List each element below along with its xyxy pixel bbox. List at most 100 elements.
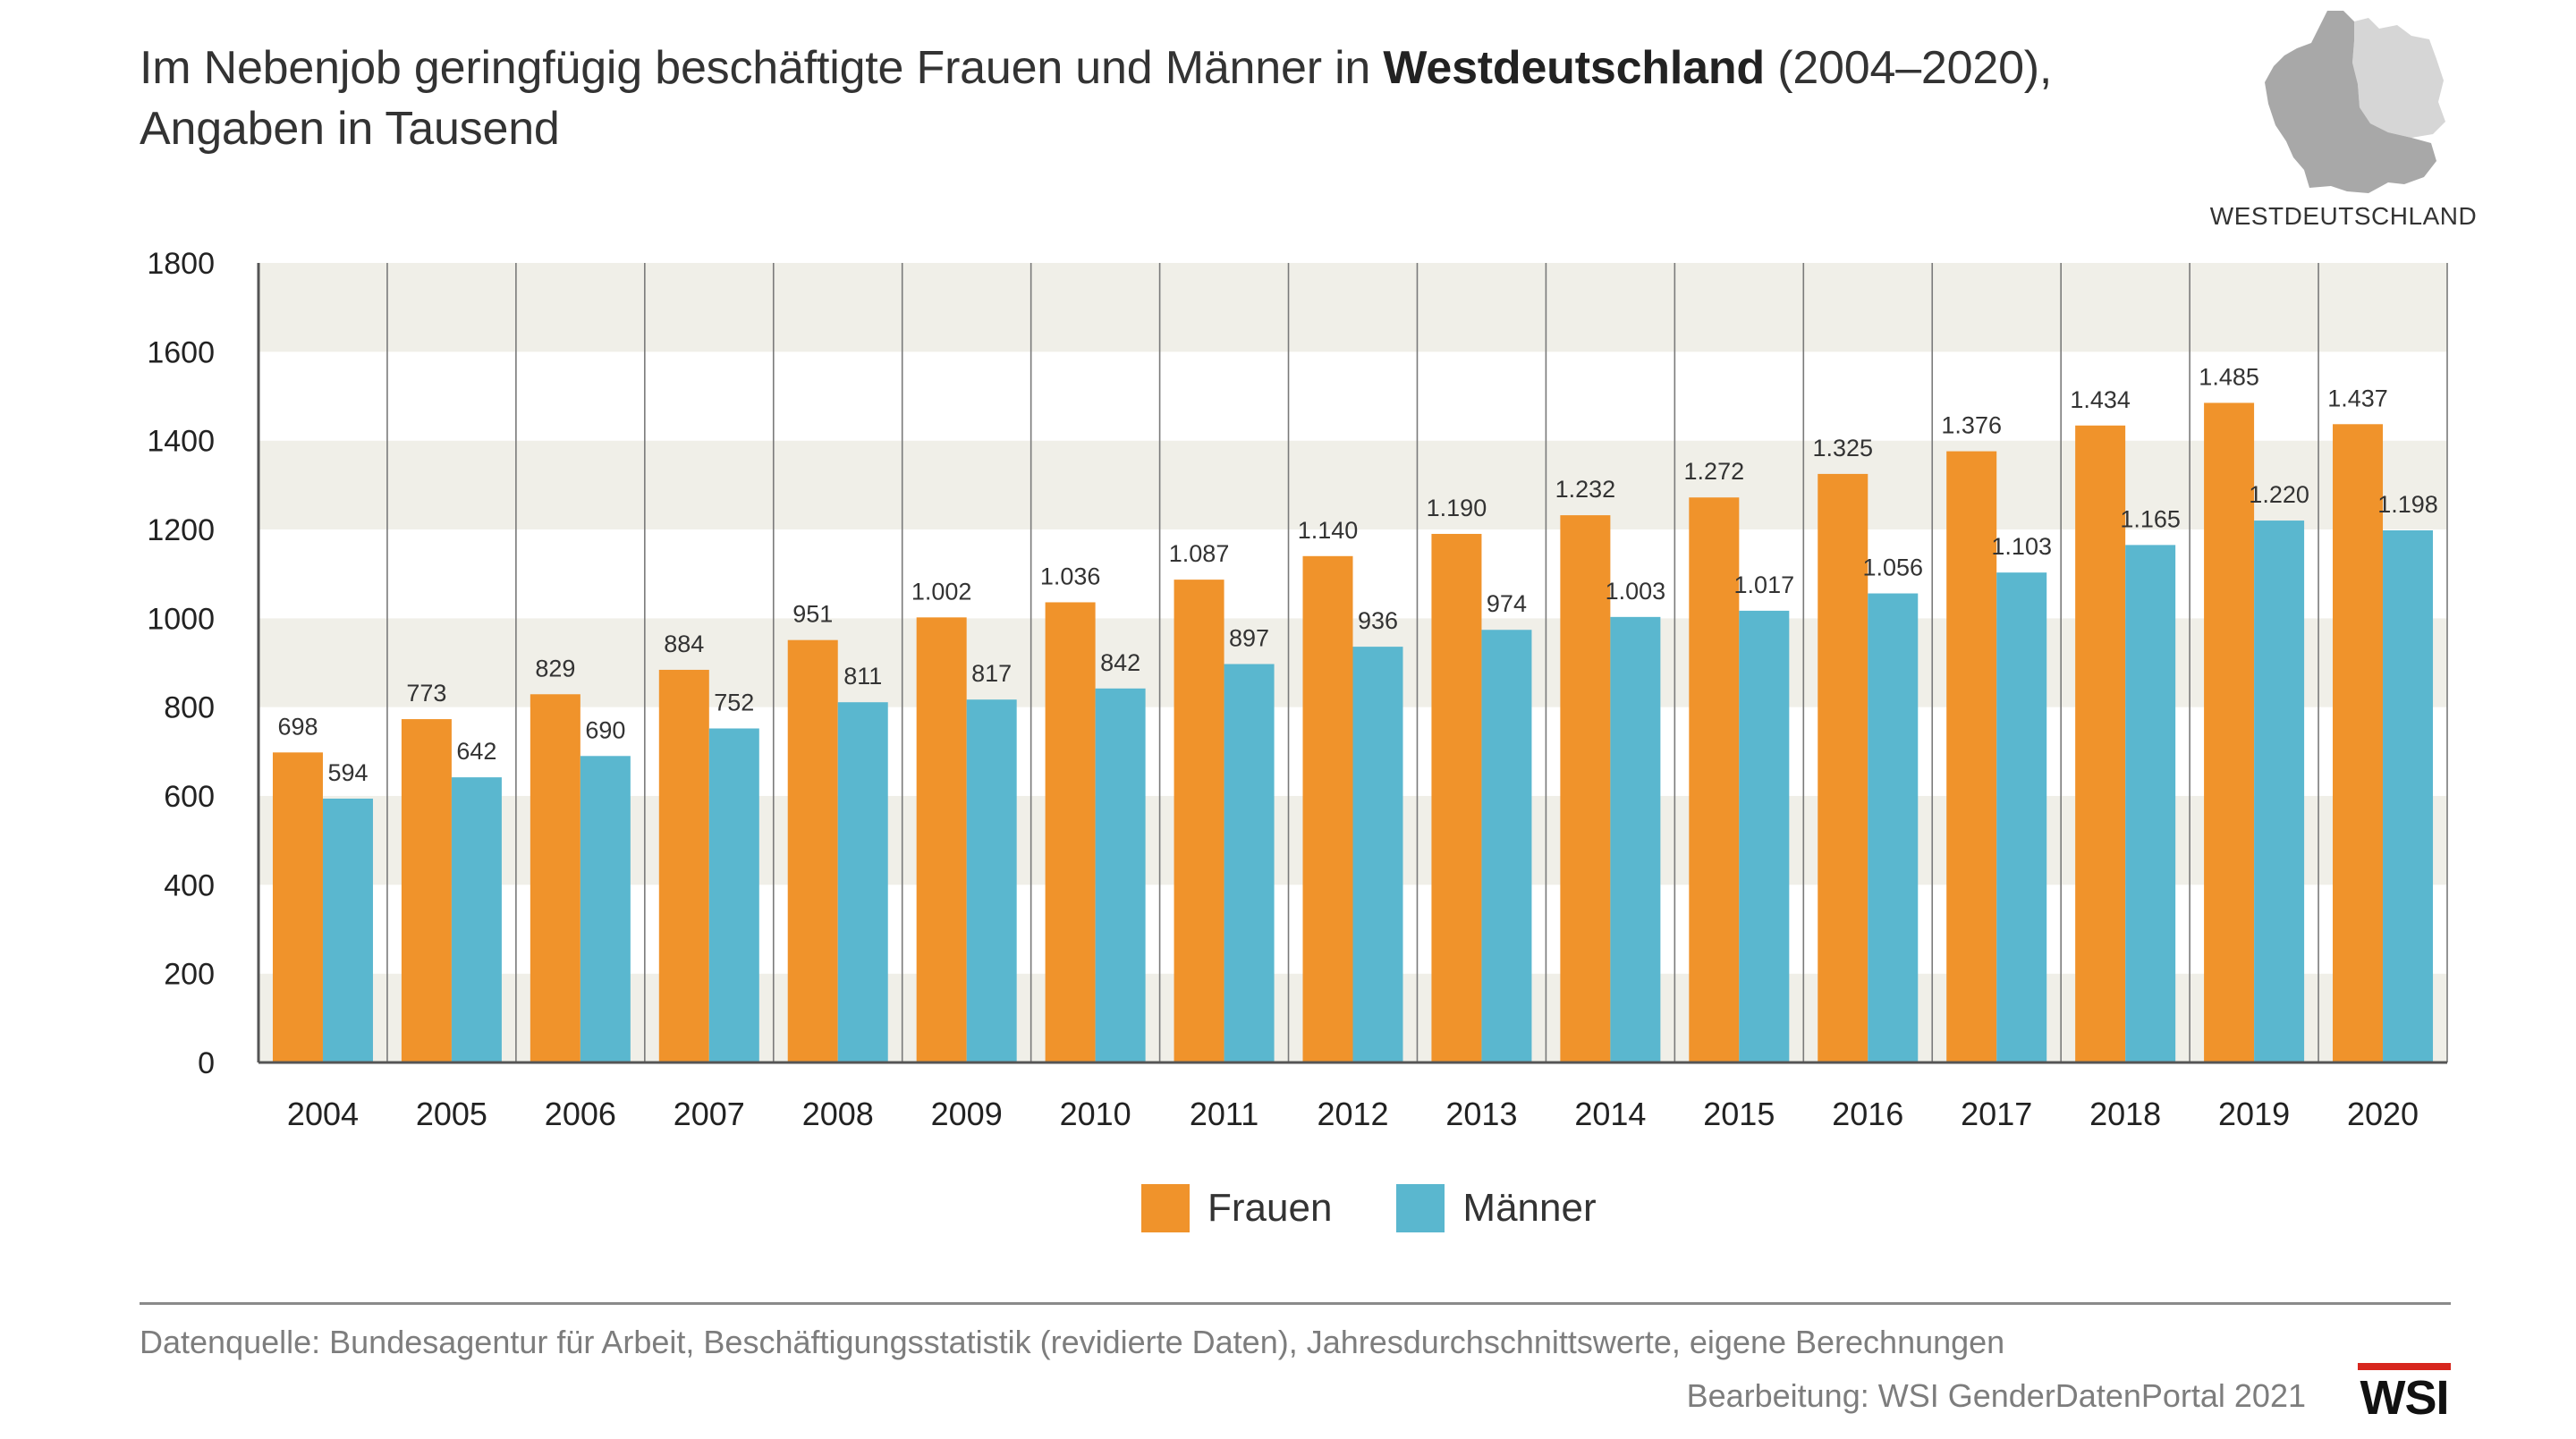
bar-maenner (1224, 664, 1275, 1062)
bar-frauen (1689, 497, 1740, 1062)
chart-title: Im Nebenjob geringfügig beschäftigte Fra… (140, 38, 2052, 159)
bar-frauen (1560, 515, 1611, 1062)
x-tick-label: 2009 (931, 1096, 1003, 1132)
value-label-maenner: 897 (1229, 624, 1269, 651)
value-label-frauen: 1.325 (1812, 435, 1873, 461)
bar-maenner (1481, 630, 1532, 1062)
value-label-maenner: 811 (843, 663, 882, 690)
value-label-frauen: 1.232 (1555, 476, 1616, 503)
x-tick-label: 2006 (545, 1096, 616, 1132)
value-label-maenner: 817 (971, 660, 1012, 687)
bar-maenner (1352, 647, 1403, 1062)
value-label-frauen: 1.140 (1298, 517, 1359, 544)
value-label-frauen: 698 (277, 713, 318, 740)
bar-maenner (2383, 529, 2434, 1062)
x-tick-label: 2017 (1961, 1096, 2032, 1132)
y-tick-label: 800 (164, 691, 215, 725)
x-tick-label: 2014 (1574, 1096, 1646, 1132)
bar-maenner (708, 728, 759, 1062)
x-tick-labels: 2004 2005 2006 2007 2008 2009 2010 2011 2012 2013… (287, 1096, 2419, 1132)
value-label-maenner: 752 (714, 690, 754, 716)
value-label-frauen: 951 (792, 601, 833, 628)
x-tick-label: 2004 (287, 1096, 359, 1132)
x-tick-label: 2010 (1060, 1096, 1131, 1132)
bar-frauen (1302, 555, 1353, 1062)
value-label-maenner: 1.165 (2120, 505, 2181, 532)
bar-maenner (1739, 610, 1790, 1062)
value-label-frauen: 1.376 (1941, 412, 2002, 439)
region-label: WESTDEUTSCHLAND (2209, 202, 2478, 230)
bar-maenner (1996, 572, 2047, 1062)
wsi-logo-bar (2358, 1363, 2451, 1370)
bar-frauen (2075, 425, 2126, 1062)
germany-map-icon (2265, 11, 2445, 193)
value-labels-group: 698 773 829 884 951 1.002 1.036 1.087 1.140 1.190… (277, 363, 2437, 786)
title-text-pre: Im Nebenjob geringfügig beschäftigte Fra… (140, 42, 1384, 94)
bar-frauen (1946, 451, 1997, 1062)
legend-item-frauen: Frauen (1141, 1184, 1332, 1232)
wsi-logo: WSI (2358, 1363, 2451, 1424)
bars-group (272, 402, 2434, 1062)
legend-item-maenner: Männer (1396, 1184, 1597, 1232)
value-label-frauen: 1.434 (2070, 386, 2131, 413)
value-label-frauen: 1.437 (2327, 385, 2388, 411)
bar-maenner (966, 699, 1017, 1062)
x-tick-label: 2007 (674, 1096, 745, 1132)
title-line-2: Angaben in Tausend (140, 103, 560, 155)
y-tick-label: 1800 (147, 247, 215, 281)
bar-frauen (1174, 580, 1224, 1062)
grid-band (258, 263, 2447, 352)
legend-swatch-frauen (1141, 1184, 1190, 1232)
y-tick-label: 0 (198, 1046, 215, 1080)
legend-label-frauen: Frauen (1208, 1186, 1333, 1230)
bar-maenner (2254, 521, 2305, 1062)
value-label-maenner: 842 (1100, 649, 1140, 676)
value-label-frauen: 1.272 (1684, 458, 1745, 485)
x-tick-label: 2019 (2218, 1096, 2290, 1132)
map-east-germany-shape (2352, 18, 2445, 138)
value-label-maenner: 1.198 (2377, 491, 2438, 518)
value-label-frauen: 884 (664, 631, 704, 657)
y-tick-label: 1400 (147, 425, 215, 459)
bar-maenner (1610, 616, 1661, 1062)
value-label-maenner: 1.017 (1734, 571, 1795, 598)
bar-frauen (1818, 473, 1868, 1062)
bar-maenner (2125, 545, 2176, 1062)
x-tick-label: 2005 (416, 1096, 487, 1132)
title-line-1: Im Nebenjob geringfügig beschäftigte Fra… (140, 38, 2052, 98)
bar-maenner (451, 777, 502, 1062)
bar-frauen (272, 752, 323, 1062)
bar-frauen (401, 719, 452, 1062)
value-label-maenner: 594 (327, 759, 368, 786)
legend-label-maenner: Männer (1462, 1186, 1597, 1230)
value-label-maenner: 1.220 (2249, 481, 2309, 508)
data-source-note: Datenquelle: Bundesagentur für Arbeit, B… (140, 1324, 2005, 1360)
y-tick-label: 400 (164, 868, 215, 902)
x-tick-label: 2011 (1190, 1096, 1258, 1132)
bar-frauen (658, 669, 709, 1062)
x-tick-label: 2015 (1703, 1096, 1775, 1132)
bar-maenner (837, 702, 888, 1062)
legend: Frauen Männer (1141, 1184, 1661, 1232)
y-tick-label: 600 (164, 780, 215, 814)
y-tick-label: 1000 (147, 602, 215, 636)
bar-maenner (322, 798, 373, 1062)
y-tick-label: 200 (164, 958, 215, 992)
x-tick-label: 2016 (1832, 1096, 1903, 1132)
bar-frauen (1431, 533, 1482, 1062)
value-label-maenner: 1.056 (1862, 554, 1923, 581)
bar-frauen (2333, 424, 2384, 1062)
title-text-post: (2004–2020), (1764, 42, 2053, 94)
year-separators (386, 263, 2448, 1062)
bar-frauen (787, 639, 838, 1062)
value-label-frauen: 1.190 (1427, 495, 1487, 521)
value-label-frauen: 1.002 (911, 578, 972, 605)
y-tick-labels: 0 200 400 600 800 1000 1200 1400 1600 1800 (147, 247, 215, 1080)
value-label-maenner: 642 (456, 738, 496, 765)
x-tick-label: 2013 (1445, 1096, 1517, 1132)
credit-note: Bearbeitung: WSI GenderDatenPortal 2021 (1686, 1377, 2306, 1414)
value-label-maenner: 974 (1487, 590, 1527, 617)
value-label-frauen: 829 (535, 655, 575, 681)
footer-divider (140, 1302, 2451, 1305)
y-tick-label: 1600 (147, 335, 215, 369)
